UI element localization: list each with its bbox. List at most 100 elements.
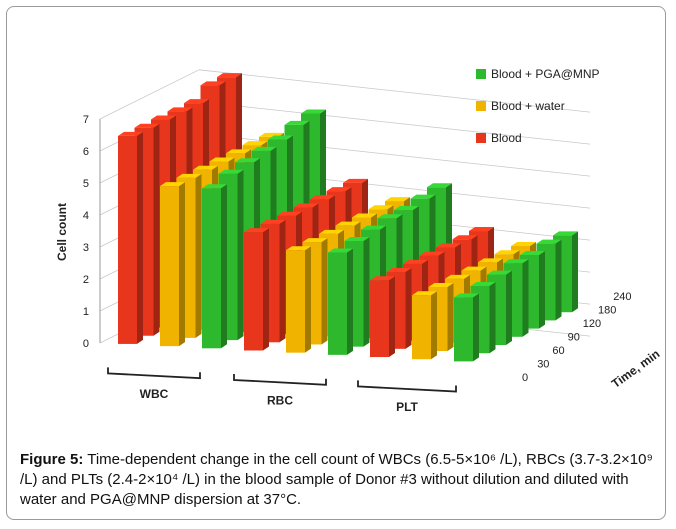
bar-top [328,248,353,253]
bar-top [427,183,452,188]
bar-top [319,229,344,234]
bar-side [347,248,353,355]
bar-top [419,251,445,256]
bar-top [335,221,361,226]
category-bracket [107,367,201,380]
bar-top [520,251,545,256]
bar-top [209,157,235,162]
bar-top [118,131,143,136]
bar-side [405,268,412,349]
bar-top [553,231,578,236]
bar-top [469,227,494,232]
bar-top [277,211,302,216]
bar-top [503,259,529,264]
time-tick-label: 30 [537,359,549,371]
y-tick-label: 6 [83,146,89,158]
y-tick-label: 3 [83,242,89,254]
bar-wbc-blood-water-t0 [160,182,185,347]
bar-wbc-blood-t0 [118,131,143,344]
bar-wbc-blood-pga-mnp-t0 [202,184,227,349]
bar-side [137,131,143,344]
bar-front [286,250,305,353]
bar-side [489,282,496,354]
bar-top [412,291,437,296]
bar-top [461,266,487,271]
bar-top [470,282,496,287]
bar-side [237,169,244,341]
y-tick-label: 5 [83,178,89,190]
bar-side [179,182,185,347]
bar-top [377,214,403,219]
category-label: RBC [267,393,293,407]
bar-side [431,291,437,360]
bar-rbc-blood-t0 [244,228,269,351]
bar-top [268,135,293,140]
bar-front [412,295,431,360]
bar-side [195,173,202,338]
category-label: PLT [396,400,418,414]
bar-top [536,239,562,244]
bar-top [494,250,520,255]
bar-top [454,293,479,298]
figure-caption: Figure 5: Time-dependent change in the c… [20,450,660,510]
bar-side [153,123,160,336]
bar-top [184,99,209,104]
bar-side [221,184,227,349]
bar-top [310,195,335,200]
bar-top [193,165,218,170]
category-bracket [357,380,457,393]
bar-top [370,276,395,281]
bar-front [454,297,473,362]
y-axis-label: Cell count [55,203,69,261]
bar-top [344,237,370,242]
time-axis-label: Time, min [609,347,662,391]
bar-top [452,235,478,240]
time-tick-label: 90 [568,332,580,344]
y-tick-label: 1 [83,306,89,318]
category-axis: WBC RBC PLT [107,367,457,414]
bar-top [235,158,260,163]
bar-top [301,109,326,114]
y-axis-ticks: 0 1 2 3 4 5 6 7 [83,114,89,350]
bar-top [167,107,193,112]
bar-top [217,73,242,78]
caption-text: Time-dependent change in the cell count … [20,451,653,508]
bar-top [361,225,386,230]
bar-top [403,259,428,264]
time-tick-label: 60 [552,345,564,357]
bar-top [511,242,536,247]
bar-top [293,203,319,208]
grid-line-back [198,69,591,113]
bar-top [386,268,412,273]
bar-top [251,146,277,151]
bar-top [428,283,454,288]
bar-top [302,238,328,243]
bar-plt-blood-water-t0 [412,291,437,360]
bar-side [539,251,545,329]
legend-label: Blood [491,131,522,145]
bar-top [436,243,461,248]
bar-top [410,194,436,199]
time-tick-label: 120 [583,318,601,330]
bar-top [445,274,470,279]
bar-top [200,81,226,86]
bar-side [447,283,454,352]
bar-front [202,188,221,349]
bar-top [260,219,286,224]
bar-side [473,293,479,362]
bar-top [226,149,251,154]
bar-side [279,219,286,343]
caption-label: Figure 5: [20,451,84,468]
bar-plt-blood-pga-mnp-t0 [454,293,479,362]
legend-label: Blood + PGA@MNP [491,67,600,81]
bar-side [321,238,328,345]
bar-side [572,231,578,313]
category-label: WBC [140,387,169,401]
bar-top [242,141,268,146]
bar-front [328,252,347,355]
bar-side [389,276,395,358]
time-tick-label: 180 [598,305,616,317]
bar-top [326,187,352,192]
bar-top [134,123,160,128]
bar-rbc-blood-pga-mnp-t0 [328,248,353,355]
